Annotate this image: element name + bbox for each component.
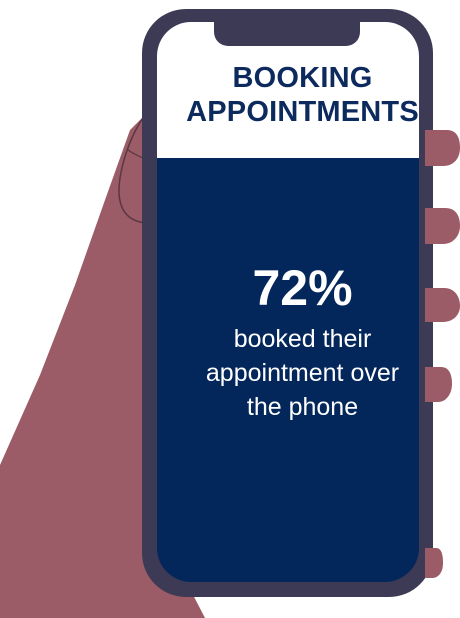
- hand-finger-3: [425, 288, 460, 322]
- phone-notch: [214, 15, 360, 46]
- phone-screen-body: [157, 22, 419, 582]
- hand-finger-2: [425, 208, 460, 244]
- heading-line-1: BOOKING: [232, 62, 373, 94]
- hand-finger-4: [425, 367, 452, 402]
- infographic-heading: BOOKING APPOINTMENTS: [150, 61, 455, 129]
- heading-line-2: APPOINTMENTS: [186, 96, 419, 128]
- hand-finger-5: [425, 548, 443, 578]
- stat-percentage: 72%: [252, 260, 353, 316]
- stat-caption: booked their appointment over the phone: [205, 325, 400, 421]
- phone-screen-header: [157, 22, 419, 158]
- hand-finger-1: [425, 130, 460, 166]
